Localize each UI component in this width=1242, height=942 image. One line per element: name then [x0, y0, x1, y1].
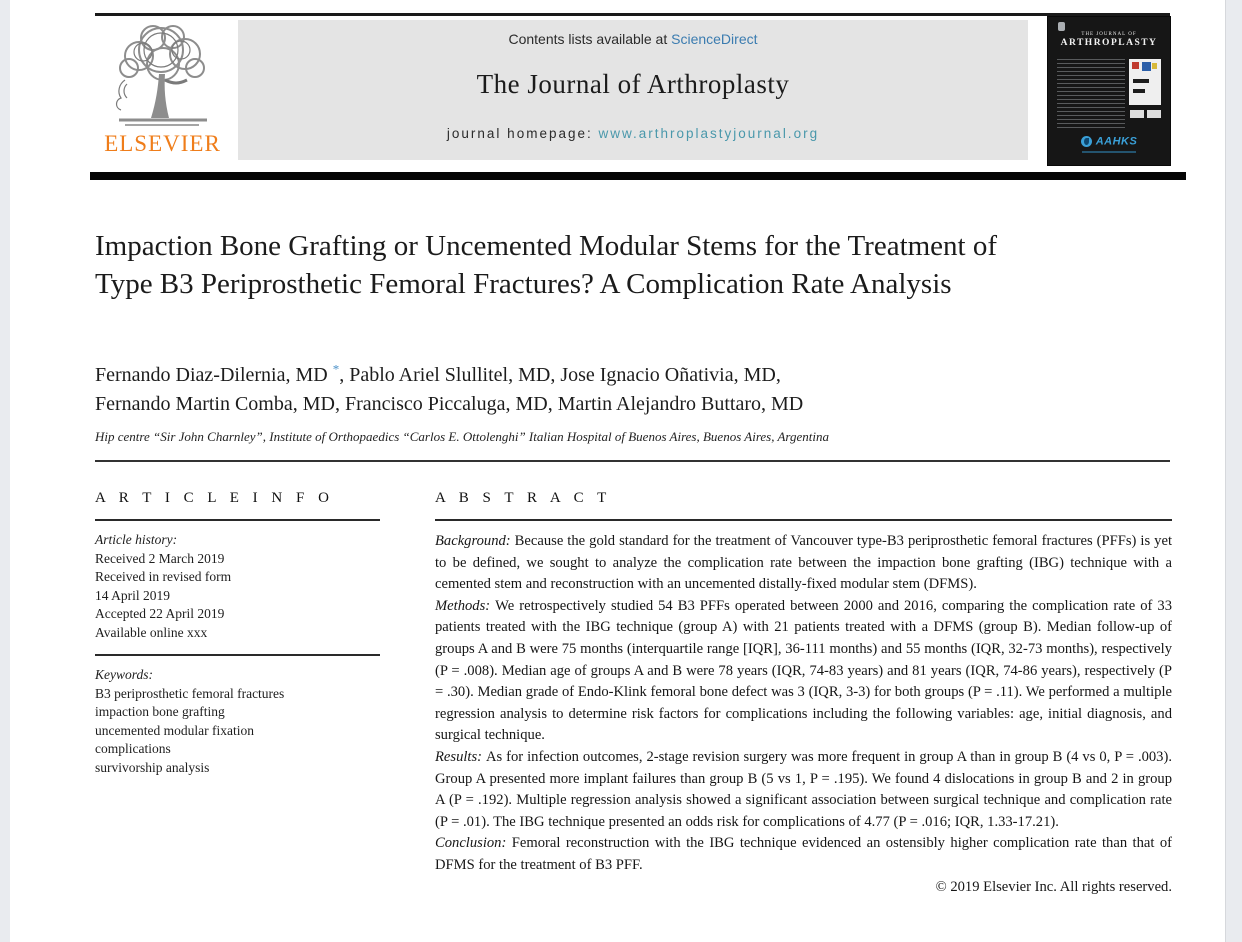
info-line: survivorship analysis: [95, 759, 210, 775]
header-divider-bar: [90, 172, 1186, 180]
cover-title-large: ARTHROPLASTY: [1060, 38, 1158, 48]
homepage-line: journal homepage: www.arthroplastyjourna…: [238, 126, 1028, 141]
info-line: B3 periprosthetic femoral fractures: [95, 685, 285, 701]
keywords-list: B3 periprosthetic femoral fractures impac…: [95, 685, 380, 778]
cover-figure-bar: [1133, 89, 1145, 93]
journal-page: ELSEVIER Contents lists available at Sci…: [10, 0, 1226, 942]
sciencedirect-link[interactable]: ScienceDirect: [671, 31, 758, 47]
top-rule: [95, 13, 1170, 16]
abstract-heading-rule: [435, 519, 1172, 521]
info-line: uncemented modular fixation: [95, 722, 254, 738]
elsevier-tree-icon: [115, 25, 207, 126]
cover-figure-blue: [1142, 62, 1151, 71]
abstract-heading: A B S T R A C T: [435, 490, 610, 506]
cover-figure-yellow: [1152, 63, 1157, 69]
abstract-paragraph: Conclusion: Femoral reconstruction with …: [435, 835, 1172, 873]
elsevier-logo: ELSEVIER: [90, 22, 235, 164]
info-line: Received 2 March 2019: [95, 550, 225, 566]
corresponding-author-asterisk[interactable]: *: [332, 361, 340, 377]
journal-cover-thumbnail[interactable]: THE JOURNAL OF ARTHROPLASTY AAHKS: [1048, 17, 1170, 165]
author-line1-pre: Fernando Diaz-Dilernia, MD: [95, 364, 328, 386]
author-list: Fernando Diaz-Dilernia, MD *, Pablo Arie…: [95, 361, 1075, 419]
abstract-body: Background: Because the gold standard fo…: [435, 531, 1172, 877]
info-line: Available online xxx: [95, 624, 208, 640]
keywords-block: Keywords: B3 periprosthetic femoral frac…: [95, 666, 380, 777]
keywords-divider-rule: [95, 654, 380, 656]
abstract-paragraph: Background: Because the gold standard fo…: [435, 533, 1172, 593]
cover-article-listing: [1057, 59, 1125, 129]
author-line2: Fernando Martin Comba, MD, Francisco Pic…: [95, 393, 804, 415]
abstract-paragraph: Results: As for infection outcomes, 2-st…: [435, 748, 1172, 830]
aahks-tagline: [1082, 151, 1136, 153]
cover-title-small: THE JOURNAL OF: [1081, 32, 1137, 37]
info-line: Received in revised form: [95, 569, 232, 584]
journal-banner: Contents lists available at ScienceDirec…: [238, 20, 1028, 160]
info-line: complications: [95, 741, 171, 756]
elsevier-wordmark: ELSEVIER: [104, 131, 221, 156]
section-divider-rule: [95, 460, 1170, 462]
cover-small-box: [1130, 110, 1144, 118]
aahks-globe-icon: [1080, 135, 1092, 147]
info-line: impaction bone grafting: [95, 704, 225, 719]
cover-small-box: [1147, 110, 1161, 118]
abstract-section-label: Methods:: [435, 597, 496, 614]
cover-figure-red: [1132, 62, 1139, 69]
cover-society-logo: AAHKS: [1048, 132, 1170, 153]
article-history-label: Article history:: [95, 532, 178, 547]
cover-figure-panel: [1129, 59, 1161, 105]
copyright-line: © 2019 Elsevier Inc. All rights reserved…: [935, 878, 1172, 895]
keywords-label: Keywords:: [95, 667, 153, 682]
affiliation: Hip centre “Sir John Charnley”, Institut…: [95, 429, 829, 444]
article-info-heading-rule: [95, 519, 380, 521]
abstract-section-label: Results:: [435, 748, 486, 765]
contents-prefix: Contents lists available at: [508, 31, 672, 47]
abstract-section-label: Background:: [435, 533, 515, 549]
journal-homepage-link[interactable]: www.arthroplastyjournal.org: [598, 126, 820, 141]
author-line1-post: , Pablo Ariel Slullitel, MD, Jose Ignaci…: [339, 364, 781, 386]
abstract-section-label: Conclusion:: [435, 835, 512, 852]
cover-figure-bar: [1133, 79, 1149, 83]
homepage-prefix: journal homepage:: [446, 126, 599, 141]
article-info-heading: A R T I C L E I N F O: [95, 490, 332, 506]
article-history-list: Received 2 March 2019 Received in revised…: [95, 550, 380, 643]
article-title: Impaction Bone Grafting or Uncemented Mo…: [95, 230, 998, 300]
article-history-block: Article history: Received 2 March 2019 Re…: [95, 531, 380, 642]
article-info-column: A R T I C L E I N F O Article history: R…: [95, 490, 380, 777]
info-line: Accepted 22 April 2019: [95, 606, 225, 621]
abstract-column: A B S T R A C T Background: Because the …: [435, 490, 1172, 898]
abstract-paragraph: Methods: We retrospectively studied 54 B…: [435, 597, 1172, 744]
journal-title: The Journal of Arthroplasty: [476, 69, 790, 99]
info-line: 14 April 2019: [95, 587, 171, 603]
contents-line: Contents lists available at ScienceDirec…: [238, 31, 1028, 47]
cover-elsevier-mark-icon: [1058, 22, 1065, 31]
aahks-wordmark: AAHKS: [1095, 135, 1138, 148]
